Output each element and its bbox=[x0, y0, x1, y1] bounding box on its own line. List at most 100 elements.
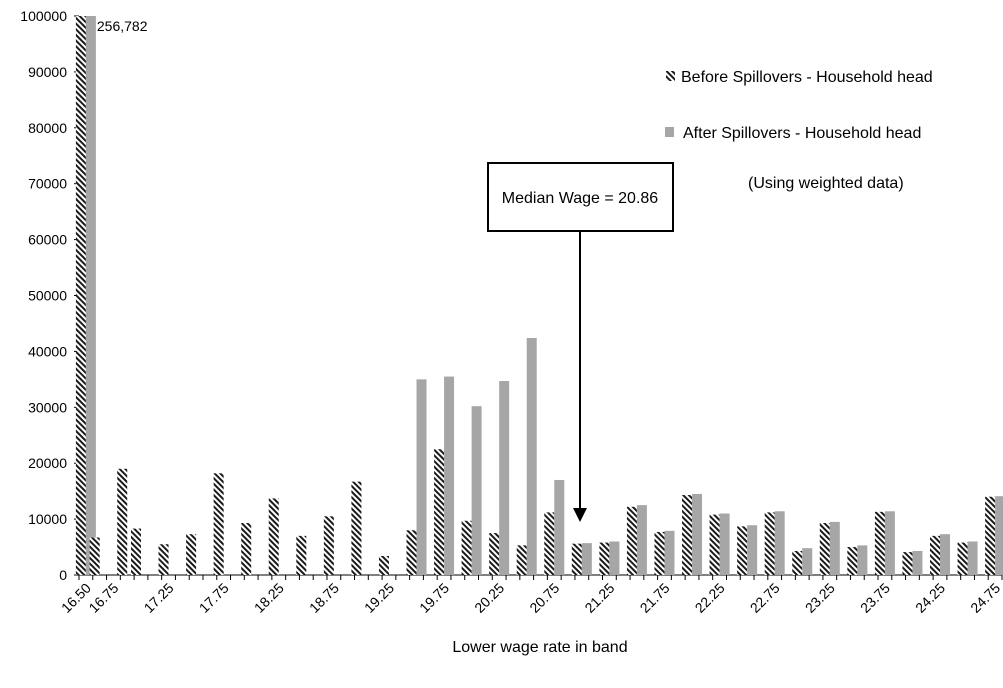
legend-label-before: Before Spillovers - Household head bbox=[681, 69, 933, 86]
bar-after-20.50 bbox=[526, 337, 537, 575]
x-tick-label: 21.75 bbox=[637, 580, 673, 616]
bar-after-20.25 bbox=[499, 381, 510, 575]
bar-before-21.75 bbox=[654, 531, 665, 575]
bar-before-18.50 bbox=[296, 535, 307, 575]
x-tick-label: 23.75 bbox=[857, 580, 893, 616]
legend: Before Spillovers - Household head After… bbox=[665, 69, 933, 192]
x-tick-label: 23.25 bbox=[802, 580, 838, 616]
x-tick-label: 22.25 bbox=[692, 580, 728, 616]
bar-before-20.50 bbox=[516, 545, 527, 575]
annotation-text: Median Wage = 20.86 bbox=[502, 190, 659, 207]
bar-after-22.00 bbox=[692, 493, 703, 575]
median-annotation: Median Wage = 20.86 bbox=[487, 162, 674, 522]
bar-before-17.75 bbox=[213, 473, 224, 575]
y-tick-label: 20000 bbox=[28, 455, 67, 471]
x-tick-label: 16.50 bbox=[58, 580, 94, 616]
bars-group bbox=[75, 16, 1003, 575]
x-tick-label: 18.75 bbox=[306, 580, 342, 616]
bar-after-23.25 bbox=[829, 521, 840, 575]
y-tick-label: 50000 bbox=[28, 288, 67, 304]
y-tick-label: 10000 bbox=[28, 511, 67, 527]
bar-before-23.50 bbox=[847, 547, 858, 575]
legend-note: (Using weighted data) bbox=[748, 175, 904, 192]
bar-after-24.00 bbox=[912, 550, 923, 575]
x-tick-label: 20.25 bbox=[471, 580, 507, 616]
bar-before-17.50 bbox=[186, 534, 197, 575]
bar-before-19.25 bbox=[378, 555, 389, 575]
bar-before-22.00 bbox=[682, 495, 693, 575]
x-tick-label: 18.25 bbox=[251, 580, 287, 616]
bar-before-19.50 bbox=[406, 530, 417, 575]
bar-after-21.75 bbox=[664, 530, 675, 575]
x-tick-label: 17.75 bbox=[196, 580, 232, 616]
bar-before-21.25 bbox=[599, 542, 610, 575]
x-axis-title: Lower wage rate in band bbox=[452, 639, 627, 656]
bar-after-24.50 bbox=[967, 541, 978, 575]
bar-before-16.875 bbox=[117, 468, 128, 575]
bar-after-22.75 bbox=[774, 511, 785, 575]
bar-after-21.50 bbox=[636, 505, 647, 575]
bar-after-23.75 bbox=[884, 511, 895, 575]
y-tick-label: 70000 bbox=[28, 176, 67, 192]
bar-before-18.25 bbox=[268, 498, 279, 575]
y-tick-label: 90000 bbox=[28, 64, 67, 80]
bar-before-24.25 bbox=[930, 535, 941, 575]
bar-after-20.00 bbox=[471, 406, 482, 575]
bar-after-20.75 bbox=[554, 479, 565, 575]
bar-after-19.75 bbox=[444, 376, 455, 575]
bar-before-20.75 bbox=[544, 512, 555, 575]
bar-before-22.25 bbox=[709, 514, 720, 575]
bar-before-23.75 bbox=[874, 511, 885, 575]
x-tick-label: 24.25 bbox=[912, 580, 948, 616]
bar-before-24.00 bbox=[902, 552, 913, 575]
bar-before-18.00 bbox=[241, 523, 252, 575]
y-tick-label: 100000 bbox=[20, 8, 67, 24]
bar-after-19.50 bbox=[416, 379, 427, 575]
bar-before-23.25 bbox=[819, 523, 830, 575]
x-tick-label: 16.75 bbox=[85, 580, 121, 616]
bar-before-17.00 bbox=[130, 528, 141, 575]
bar-before-22.50 bbox=[737, 526, 748, 575]
y-tick-label: 80000 bbox=[28, 120, 67, 136]
bar-before-16.625 bbox=[89, 537, 100, 575]
bar-before-19.75 bbox=[434, 449, 445, 575]
bar-before-21.00 bbox=[571, 543, 582, 575]
y-tick-label: 0 bbox=[59, 567, 67, 583]
y-tick-label: 30000 bbox=[28, 399, 67, 415]
bar-before-16.50 bbox=[75, 16, 86, 575]
legend-swatch-before bbox=[666, 71, 675, 81]
x-tick-label: 17.25 bbox=[141, 580, 177, 616]
bar-before-20.00 bbox=[461, 520, 472, 575]
x-tick-label: 24.75 bbox=[967, 580, 1003, 616]
bar-after-24.25 bbox=[940, 534, 951, 575]
legend-label-after: After Spillovers - Household head bbox=[683, 125, 921, 142]
bar-after-23.00 bbox=[802, 548, 813, 575]
bar-before-19.00 bbox=[351, 481, 362, 575]
bar-after-22.50 bbox=[747, 525, 758, 575]
bar-before-21.50 bbox=[626, 506, 637, 575]
bar-after-24.75 bbox=[995, 496, 1003, 575]
y-tick-label: 40000 bbox=[28, 343, 67, 359]
bar-before-23.00 bbox=[792, 550, 803, 575]
bar-after-16.50 bbox=[85, 16, 96, 575]
bar-before-22.75 bbox=[764, 512, 775, 575]
x-tick-label: 21.25 bbox=[581, 580, 617, 616]
data-label-peak: 256,782 bbox=[97, 18, 148, 34]
bar-before-24.50 bbox=[957, 542, 968, 575]
x-tick-label: 22.75 bbox=[747, 580, 783, 616]
bar-before-24.75 bbox=[985, 496, 996, 575]
bar-after-23.50 bbox=[857, 545, 868, 575]
x-tick-label: 19.75 bbox=[416, 580, 452, 616]
bar-before-18.75 bbox=[323, 516, 334, 575]
bar-after-21.25 bbox=[609, 541, 620, 575]
bar-before-17.25 bbox=[158, 544, 169, 575]
legend-swatch-after bbox=[665, 127, 674, 137]
y-tick-label: 60000 bbox=[28, 232, 67, 248]
bar-before-20.25 bbox=[489, 533, 500, 575]
y-axis: 0 10000 20000 30000 40000 50000 60000 70000 8000… bbox=[20, 8, 80, 583]
annotation-arrow-head bbox=[573, 508, 587, 522]
bar-after-22.25 bbox=[719, 513, 730, 575]
bar-after-21.00 bbox=[581, 543, 592, 575]
